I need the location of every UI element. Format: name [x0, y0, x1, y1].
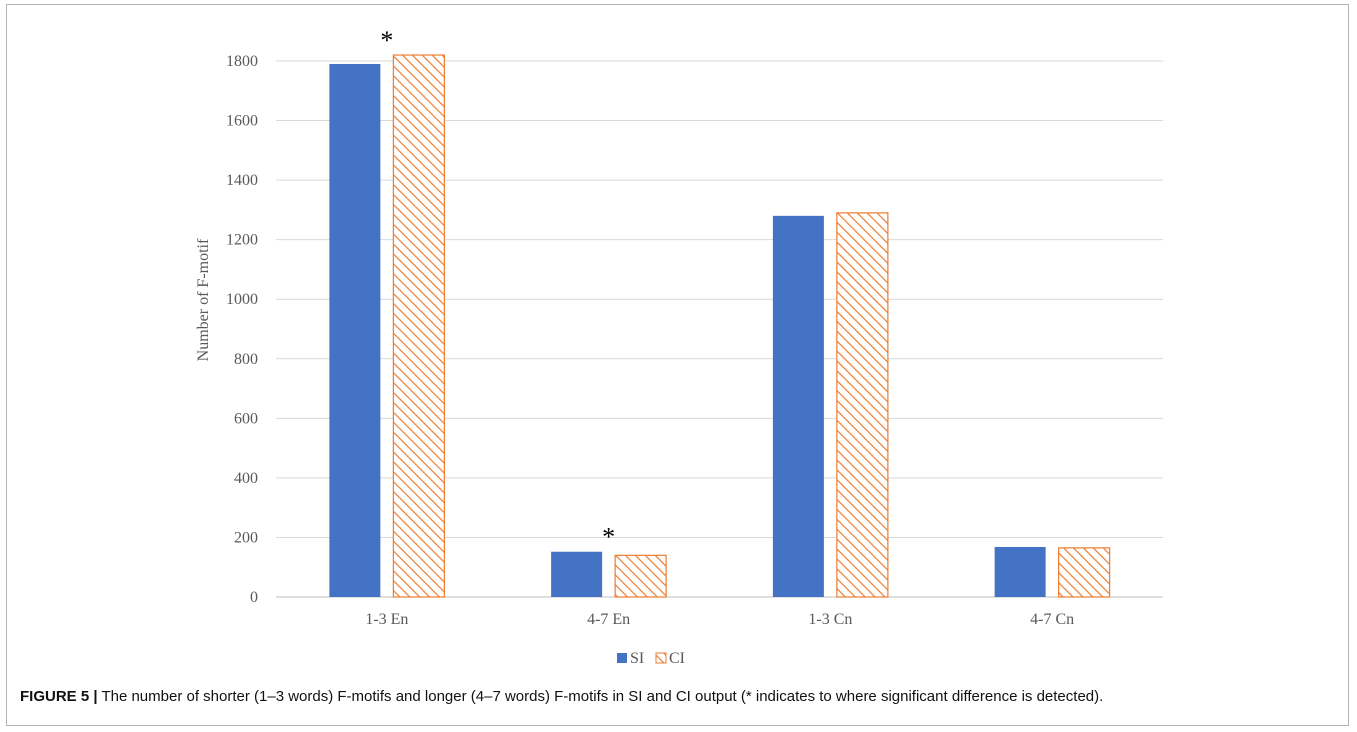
- legend-label-si: SI: [630, 650, 644, 667]
- legend-label-ci: CI: [669, 650, 685, 667]
- x-category-label: 1-3 En: [365, 611, 408, 628]
- annotations: **: [380, 26, 615, 552]
- x-category-labels: 1-3 En 4-7 En 1-3 Cn 4-7 Cn: [365, 611, 1074, 628]
- caption-text: The number of shorter (1–3 words) F-moti…: [97, 688, 1104, 705]
- figure-frame: [6, 4, 1349, 726]
- bar-si: [994, 546, 1046, 597]
- bar-ci: [1058, 547, 1111, 598]
- x-category-label: 4-7 En: [587, 611, 630, 628]
- bar-chart: 0 200 400 600 800 1000 1200 1400 1600 1800 1-3 En…: [195, 26, 1163, 667]
- bar-si: [329, 63, 381, 597]
- y-tick-label: 400: [234, 470, 258, 487]
- legend-swatch-ci: [655, 652, 667, 664]
- y-tick-label: 1400: [226, 172, 258, 189]
- y-tick-label: 0: [250, 589, 258, 606]
- y-tick-label: 1600: [226, 113, 258, 130]
- y-tick-label: 200: [234, 529, 258, 546]
- y-axis-label: Number of F-motif: [195, 238, 212, 361]
- y-tick-label: 1800: [226, 53, 258, 70]
- bar-ci: [392, 54, 445, 598]
- bar-si: [772, 215, 824, 597]
- significance-marker: *: [380, 26, 393, 55]
- figure-caption: FIGURE 5 | The number of shorter (1–3 wo…: [20, 688, 1345, 705]
- y-tick-label: 800: [234, 351, 258, 368]
- x-category-label: 4-7 Cn: [1030, 611, 1074, 628]
- y-tick-label: 600: [234, 410, 258, 427]
- y-tick-label: 1200: [226, 232, 258, 249]
- significance-marker: *: [602, 523, 615, 552]
- caption-label: FIGURE 5 |: [20, 688, 98, 705]
- bar-ci: [614, 554, 667, 598]
- bar-si: [551, 551, 603, 597]
- bars: [329, 54, 1111, 598]
- bar-ci: [836, 212, 889, 598]
- x-category-label: 1-3 Cn: [808, 611, 852, 628]
- legend-swatch-si: [617, 653, 627, 663]
- legend: SI CI: [617, 650, 685, 667]
- y-tick-labels: 0 200 400 600 800 1000 1200 1400 1600 1800: [226, 53, 258, 606]
- y-tick-label: 1000: [226, 291, 258, 308]
